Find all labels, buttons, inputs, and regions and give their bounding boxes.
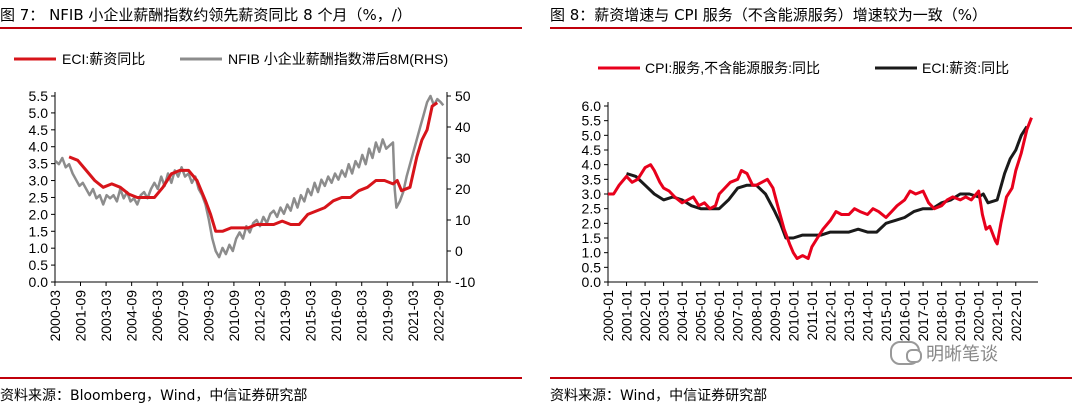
x-tick-label: 2004-09 [124, 290, 140, 342]
y-tick-label-right: -10 [455, 274, 475, 290]
x-tick-label: 2001-01 [619, 290, 635, 342]
series-line-nfib [54, 94, 445, 259]
source-note: 资料来源：Wind，中信证券研究部 [550, 388, 768, 404]
legend-label: ECI:薪资:同比 [922, 60, 1009, 76]
y-tick-label-left: 3.0 [29, 173, 49, 189]
y-tick-label-right: 50 [455, 88, 471, 104]
series-line-eci [626, 125, 1029, 240]
y-tick-label-left: 4.5 [29, 122, 49, 138]
x-tick-label: 2011-01 [804, 290, 820, 341]
y-tick-label-left: 2.0 [29, 206, 49, 222]
x-tick-label: 2001-09 [73, 290, 89, 342]
y-tick-label-left: 4.0 [29, 139, 49, 155]
y-tick-label: 3.0 [582, 186, 602, 202]
nfib-eci-chart: ECI:薪资同比 NFIB 小企业薪酬指数滞后8M(RHS) 0.00.51.01.… [14, 51, 475, 342]
x-tick-label: 2010-01 [785, 290, 801, 342]
y-tick-label-left: 1.0 [29, 240, 49, 256]
x-tick-label: 2019-01 [952, 290, 968, 342]
title-divider [550, 27, 1072, 29]
x-tick-label: 2007-09 [175, 290, 191, 342]
legend-label: ECI:薪资同比 [62, 51, 145, 67]
y-tick-label: 0.0 [582, 274, 602, 290]
x-tick-label: 2013-09 [277, 290, 293, 342]
figure-title: 图 7： NFIB 小企业薪酬指数约领先薪资同比 8 个月（%，/） [0, 6, 412, 24]
y-tick-label-left: 5.5 [29, 88, 49, 104]
y-tick-label-left: 0.5 [29, 257, 49, 273]
series-line-cpi [608, 117, 1033, 260]
source-note: 资料来源：Bloomberg，Wind，中信证券研究部 [0, 388, 308, 404]
y-tick-label: 4.5 [582, 142, 602, 158]
y-tick-label-left: 0.0 [29, 274, 49, 290]
y-tick-label-left: 1.5 [29, 223, 49, 239]
wechat-icon [890, 341, 922, 365]
cpi-eci-chart: CPI:服务,不含能源服务:同比 ECI:薪资:同比 0.00.51.01.52.0… [582, 60, 1038, 342]
y-tick-label-left: 5.0 [29, 105, 49, 121]
x-tick-label: 2010-09 [226, 290, 242, 342]
x-tick-label: 2021-01 [989, 290, 1005, 342]
y-tick-label: 5.5 [582, 113, 602, 129]
x-tick-label: 2015-01 [878, 290, 894, 342]
x-tick-label: 2012-03 [251, 290, 267, 342]
x-tick-label: 2020-01 [971, 290, 987, 342]
y-tick-label-right: 0 [455, 243, 463, 259]
x-tick-label: 2018-03 [354, 290, 370, 342]
source-divider [0, 377, 522, 379]
legend-label: NFIB 小企业薪酬指数滞后8M(RHS) [228, 51, 448, 67]
x-tick-label: 2012-01 [822, 290, 838, 342]
y-tick-label: 5.0 [582, 127, 602, 143]
x-tick-label: 2017-01 [915, 290, 931, 342]
x-tick-label: 2000-01 [600, 290, 616, 342]
source-divider [550, 377, 1072, 379]
y-tick-label: 0.5 [582, 259, 602, 275]
series-line-eci [68, 101, 439, 233]
x-tick-label: 2008-01 [748, 290, 764, 342]
y-tick-label: 6.0 [582, 98, 602, 114]
x-tick-label: 2003-01 [656, 290, 672, 342]
x-tick-label: 2006-01 [711, 290, 727, 342]
y-tick-label: 1.5 [582, 230, 602, 246]
x-tick-label: 2018-01 [934, 290, 950, 342]
x-tick-label: 2004-01 [674, 290, 690, 342]
x-tick-label: 2021-03 [405, 290, 421, 342]
y-tick-label-left: 3.5 [29, 156, 49, 172]
x-tick-label: 2016-01 [897, 290, 913, 342]
x-tick-label: 2019-09 [379, 290, 395, 342]
y-tick-label: 4.0 [582, 157, 602, 173]
x-tick-label: 2009-01 [767, 290, 783, 342]
y-tick-label: 3.5 [582, 171, 602, 187]
y-tick-label-right: 10 [455, 212, 471, 228]
x-tick-label: 2005-01 [693, 290, 709, 342]
y-tick-label-right: 20 [455, 181, 471, 197]
figure-title: 图 8：薪资增速与 CPI 服务（不含能源服务）增速较为一致（%） [550, 6, 988, 24]
x-tick-label: 2007-01 [730, 290, 746, 342]
x-tick-label: 2022-09 [430, 290, 446, 342]
x-tick-label: 2022-01 [1008, 290, 1024, 342]
y-tick-label-left: 2.5 [29, 189, 49, 205]
chart-panel-cpi: 图 8：薪资增速与 CPI 服务（不含能源服务）增速较为一致（%） CPI:服务… [550, 0, 1080, 409]
y-tick-label-right: 30 [455, 150, 471, 166]
x-tick-label: 2009-03 [200, 290, 216, 342]
x-tick-label: 2015-03 [303, 290, 319, 342]
watermark: 明晰笔谈 [890, 340, 998, 366]
x-tick-label: 2002-01 [637, 290, 653, 342]
legend-label: CPI:服务,不含能源服务:同比 [645, 60, 820, 76]
x-tick-label: 2016-09 [328, 290, 344, 342]
y-tick-label: 1.0 [582, 245, 602, 261]
chart-panel-nfib: 图 7： NFIB 小企业薪酬指数约领先薪资同比 8 个月（%，/） ECI:薪… [0, 0, 530, 409]
watermark-text: 明晰笔谈 [926, 344, 998, 365]
y-tick-label: 2.5 [582, 201, 602, 217]
y-tick-label: 2.0 [582, 215, 602, 231]
x-tick-label: 2006-03 [149, 290, 165, 342]
x-tick-label: 2013-01 [841, 290, 857, 342]
title-divider [0, 27, 522, 29]
x-tick-label: 2014-01 [859, 290, 875, 342]
x-tick-label: 2003-03 [98, 290, 114, 342]
y-tick-label-right: 40 [455, 119, 471, 135]
x-tick-label: 2000-03 [47, 290, 63, 342]
